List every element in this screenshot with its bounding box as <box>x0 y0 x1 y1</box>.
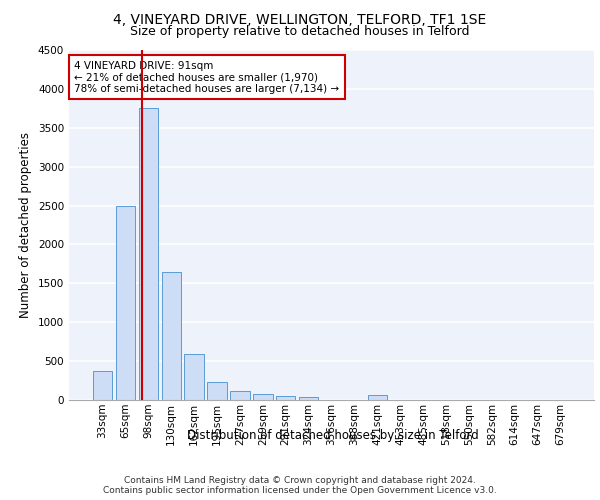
Text: 4 VINEYARD DRIVE: 91sqm
← 21% of detached houses are smaller (1,970)
78% of semi: 4 VINEYARD DRIVE: 91sqm ← 21% of detache… <box>74 60 340 94</box>
Text: Contains public sector information licensed under the Open Government Licence v3: Contains public sector information licen… <box>103 486 497 495</box>
Bar <box>230 392 250 400</box>
Text: Size of property relative to detached houses in Telford: Size of property relative to detached ho… <box>130 25 470 38</box>
Text: 4, VINEYARD DRIVE, WELLINGTON, TELFORD, TF1 1SE: 4, VINEYARD DRIVE, WELLINGTON, TELFORD, … <box>113 12 487 26</box>
Bar <box>368 396 387 400</box>
Text: Contains HM Land Registry data © Crown copyright and database right 2024.: Contains HM Land Registry data © Crown c… <box>124 476 476 485</box>
Y-axis label: Number of detached properties: Number of detached properties <box>19 132 32 318</box>
Bar <box>161 272 181 400</box>
Bar <box>93 371 112 400</box>
Bar <box>276 396 295 400</box>
Bar <box>208 382 227 400</box>
Bar <box>253 394 272 400</box>
Bar <box>116 206 135 400</box>
Text: Distribution of detached houses by size in Telford: Distribution of detached houses by size … <box>187 430 479 442</box>
Bar <box>139 108 158 400</box>
Bar <box>299 398 319 400</box>
Bar <box>184 354 204 400</box>
